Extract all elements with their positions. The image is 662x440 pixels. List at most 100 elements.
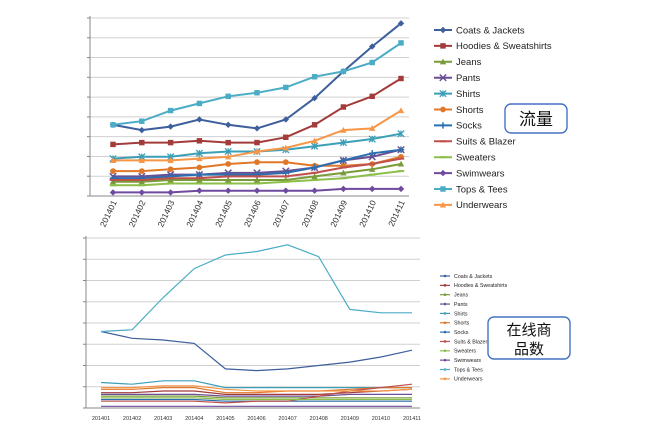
annotation-box — [504, 103, 568, 134]
data-point — [196, 116, 203, 123]
x-tick-label: 201406 — [247, 416, 265, 422]
legend-marker — [439, 73, 447, 82]
legend-entry: Pants — [440, 302, 468, 308]
data-point — [397, 107, 405, 114]
data-point — [282, 116, 289, 123]
data-point — [196, 176, 203, 183]
legend-marker — [439, 58, 447, 65]
data-point — [311, 164, 318, 171]
data-point — [138, 126, 145, 134]
legend-marker — [443, 340, 447, 343]
legend-label: Sweaters — [454, 349, 476, 355]
data-point — [340, 185, 347, 193]
data-point — [254, 159, 260, 166]
x-tick-label: 201410 — [372, 416, 390, 422]
series-shorts — [101, 387, 412, 394]
data-point — [253, 176, 261, 183]
legend-label: Suits & Blazer — [454, 339, 488, 345]
series-line — [100, 244, 412, 333]
x-tick-label: 201404 — [185, 416, 203, 422]
legend-label: Suits & Blazer — [456, 137, 516, 148]
legend-entry: Underwears — [440, 377, 483, 383]
legend-entry: Hoodies & Sweatshirts — [434, 41, 552, 52]
data-point — [398, 40, 404, 46]
data-point — [196, 138, 203, 144]
legend-label: Sweaters — [456, 153, 496, 164]
legend-marker — [443, 274, 447, 278]
x-tick-label: 201409 — [328, 198, 349, 228]
legend-entry: Shirts — [434, 89, 481, 100]
legend-label: Coats & Jackets — [454, 274, 493, 280]
data-point — [225, 176, 232, 183]
data-point — [397, 130, 405, 138]
legend-marker — [443, 358, 447, 362]
legend-marker — [443, 312, 447, 315]
data-point — [138, 189, 145, 196]
x-tick-label: 201411 — [403, 416, 421, 422]
series-coats-jackets — [100, 330, 413, 372]
series-coats-jackets — [109, 20, 405, 134]
data-point — [369, 43, 376, 50]
data-point — [167, 166, 174, 173]
data-point — [397, 20, 405, 27]
data-point — [397, 146, 405, 153]
data-point — [283, 134, 289, 140]
legend-label: Swimwears — [454, 358, 481, 364]
legend-entry: Shorts — [434, 105, 484, 116]
x-tick-label: 201402 — [127, 198, 148, 228]
chart-2: 201401 201402 201403 201404 201405 201406 2014… — [83, 236, 508, 422]
data-point — [369, 166, 376, 172]
chart-1: 201401 201402 201403 201404 201405 201406 2014… — [87, 16, 552, 229]
legend-entry: Sweaters — [434, 153, 496, 164]
data-point — [224, 147, 232, 156]
data-point — [340, 169, 347, 176]
legend-label: Underwears — [456, 200, 507, 211]
series-tops-tees — [110, 40, 404, 128]
legend-label: Shorts — [456, 105, 484, 116]
legend-entry: Coats & Jackets — [434, 25, 525, 36]
legend-entry: Coats & Jackets — [440, 274, 493, 280]
series-line — [101, 383, 413, 404]
data-point — [369, 93, 375, 100]
data-point — [311, 74, 318, 80]
data-point — [340, 126, 347, 133]
data-point — [397, 185, 405, 193]
series-line — [112, 77, 402, 146]
data-point — [138, 178, 145, 185]
legend-label: Pants — [454, 302, 468, 308]
data-point — [167, 176, 174, 183]
data-point — [225, 93, 231, 100]
series-line — [101, 395, 412, 399]
data-point — [139, 118, 145, 124]
series-sweaters — [101, 397, 412, 401]
series-suits-blazer — [101, 383, 413, 404]
legend-marker — [440, 43, 446, 49]
legend-label: Jeans — [454, 293, 468, 299]
x-tick-label: 201403 — [154, 416, 172, 422]
legend-label: Swimwears — [456, 168, 505, 179]
x-tick-label: 201405 — [213, 198, 234, 228]
legend-label: Socks — [456, 121, 482, 132]
legend-marker — [440, 186, 446, 192]
data-point — [109, 189, 117, 196]
data-point — [110, 141, 116, 148]
data-point — [253, 148, 261, 155]
data-point — [167, 157, 174, 163]
series-tops-tees — [100, 244, 412, 333]
data-point — [311, 137, 318, 144]
data-point — [225, 121, 232, 128]
data-point — [339, 138, 348, 147]
data-point — [340, 68, 347, 75]
data-point — [167, 139, 174, 146]
legend-label: Shorts — [454, 321, 470, 327]
x-tick-label: 201401 — [92, 416, 110, 422]
series-shirts — [100, 380, 412, 389]
data-point — [225, 153, 232, 160]
legend-entry: Tops & Tees — [440, 367, 483, 373]
data-point — [196, 155, 203, 162]
series-jeans — [101, 395, 412, 399]
data-point — [196, 164, 203, 171]
data-point — [311, 187, 318, 194]
legend-marker — [443, 302, 447, 306]
